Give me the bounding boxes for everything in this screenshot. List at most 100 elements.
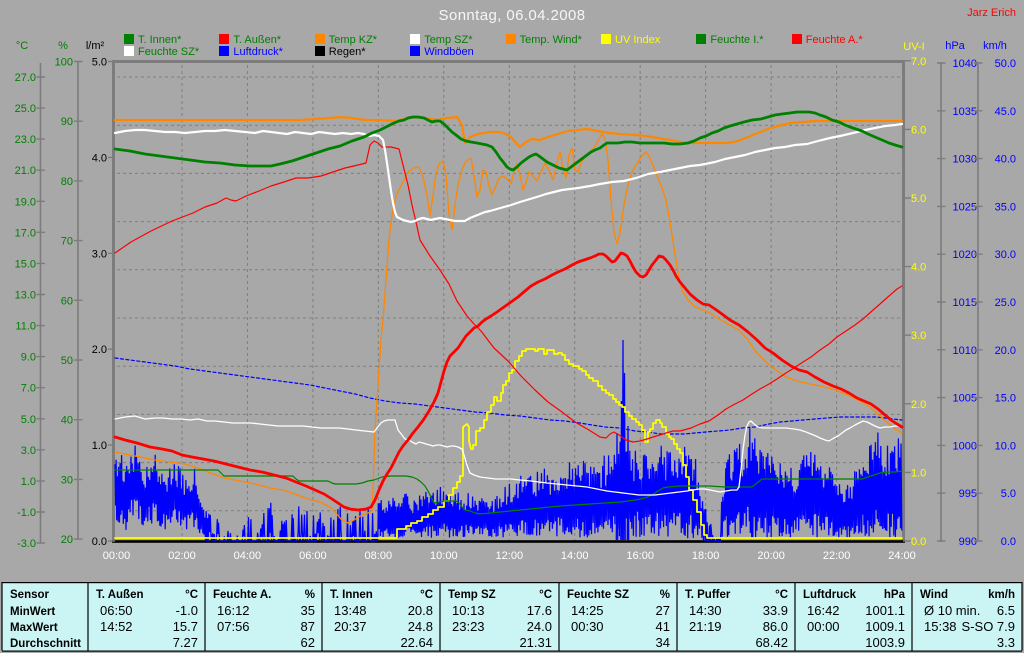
svg-text:45.0: 45.0 xyxy=(995,106,1016,118)
svg-text:MaxWert: MaxWert xyxy=(10,622,58,634)
svg-text:5.0: 5.0 xyxy=(911,193,926,205)
svg-text:Regen*: Regen* xyxy=(329,46,366,58)
svg-text:22.64: 22.64 xyxy=(400,635,433,650)
svg-text:km/h: km/h xyxy=(988,589,1015,601)
svg-text:Sensor: Sensor xyxy=(10,589,50,601)
svg-text:11.0: 11.0 xyxy=(15,321,36,333)
svg-text:21.0: 21.0 xyxy=(15,165,36,177)
svg-text:06:00: 06:00 xyxy=(299,550,327,562)
svg-text:0.0: 0.0 xyxy=(1001,536,1016,548)
svg-text:19.0: 19.0 xyxy=(15,196,36,208)
svg-text:25.0: 25.0 xyxy=(15,103,36,115)
svg-text:17.0: 17.0 xyxy=(15,227,36,239)
svg-text:86.0: 86.0 xyxy=(763,619,788,634)
svg-text:14:00: 14:00 xyxy=(561,550,589,562)
svg-text:Luftdruck: Luftdruck xyxy=(803,589,857,601)
svg-text:2.0: 2.0 xyxy=(92,344,107,356)
svg-text:%: % xyxy=(660,589,670,601)
svg-text:3.0: 3.0 xyxy=(92,248,107,260)
svg-text:17.6: 17.6 xyxy=(527,603,552,618)
svg-text:1009.1: 1009.1 xyxy=(865,619,905,634)
svg-text:2.0: 2.0 xyxy=(911,399,926,411)
svg-text:15.0: 15.0 xyxy=(15,258,36,270)
svg-text:24:00: 24:00 xyxy=(888,550,916,562)
svg-text:1.0: 1.0 xyxy=(92,440,107,452)
svg-text:20:00: 20:00 xyxy=(757,550,785,562)
svg-text:70: 70 xyxy=(61,236,73,248)
svg-text:3.3: 3.3 xyxy=(997,635,1015,650)
svg-text:Windböen: Windböen xyxy=(424,46,474,58)
svg-text:10:00: 10:00 xyxy=(430,550,458,562)
svg-text:5.0: 5.0 xyxy=(21,414,36,426)
svg-text:°C: °C xyxy=(539,589,552,601)
svg-text:Sonntag, 06.04.2008: Sonntag, 06.04.2008 xyxy=(439,7,586,24)
svg-text:-1.0: -1.0 xyxy=(17,507,36,519)
svg-text:Luftdruck*: Luftdruck* xyxy=(233,46,283,58)
svg-text:08:00: 08:00 xyxy=(365,550,393,562)
svg-text:5.0: 5.0 xyxy=(92,57,107,69)
svg-text:T. Puffer: T. Puffer xyxy=(685,589,731,601)
svg-text:20: 20 xyxy=(61,534,73,546)
svg-text:°C: °C xyxy=(775,589,788,601)
svg-text:1001.1: 1001.1 xyxy=(865,603,905,618)
svg-text:Feuchte I.*: Feuchte I.* xyxy=(710,34,764,46)
svg-text:S-SO 7.9: S-SO 7.9 xyxy=(962,619,1015,634)
svg-text:50: 50 xyxy=(61,355,73,367)
svg-text:Temp SZ*: Temp SZ* xyxy=(424,34,473,46)
svg-text:15.7: 15.7 xyxy=(173,619,198,634)
svg-text:87: 87 xyxy=(301,619,315,634)
svg-text:990: 990 xyxy=(959,536,977,548)
svg-text:4.0: 4.0 xyxy=(92,152,107,164)
svg-text:14:30: 14:30 xyxy=(689,603,722,618)
svg-text:1005: 1005 xyxy=(953,393,977,405)
svg-text:1015: 1015 xyxy=(953,297,977,309)
svg-text:1010: 1010 xyxy=(953,345,977,357)
svg-text:00:30: 00:30 xyxy=(571,619,604,634)
svg-text:40.0: 40.0 xyxy=(995,154,1016,166)
svg-text:20:37: 20:37 xyxy=(334,619,367,634)
svg-text:UV-I: UV-I xyxy=(903,41,924,53)
svg-text:30.0: 30.0 xyxy=(995,249,1016,261)
svg-text:25.0: 25.0 xyxy=(995,297,1016,309)
svg-text:06:50: 06:50 xyxy=(100,603,133,618)
svg-text:-3.0: -3.0 xyxy=(17,538,36,550)
svg-text:13.0: 13.0 xyxy=(15,290,36,302)
svg-text:%: % xyxy=(305,589,315,601)
svg-text:68.42: 68.42 xyxy=(755,635,788,650)
svg-text:24.8: 24.8 xyxy=(408,619,433,634)
svg-text:1020: 1020 xyxy=(953,249,977,261)
svg-text:1.0: 1.0 xyxy=(911,467,926,479)
svg-text:15:38: 15:38 xyxy=(924,619,957,634)
svg-text:00:00: 00:00 xyxy=(807,619,840,634)
svg-text:12:00: 12:00 xyxy=(496,550,524,562)
svg-text:km/h: km/h xyxy=(983,40,1007,52)
svg-text:T. Innen*: T. Innen* xyxy=(138,34,182,46)
svg-text:02:00: 02:00 xyxy=(168,550,196,562)
svg-text:27.0: 27.0 xyxy=(15,72,36,84)
svg-text:-1.0: -1.0 xyxy=(176,603,198,618)
svg-text:07:56: 07:56 xyxy=(217,619,250,634)
svg-text:41: 41 xyxy=(656,619,670,634)
svg-text:10.0: 10.0 xyxy=(995,440,1016,452)
svg-text:23:23: 23:23 xyxy=(452,619,485,634)
svg-text:Feuchte A.: Feuchte A. xyxy=(213,589,271,601)
svg-text:T. Außen*: T. Außen* xyxy=(233,34,281,46)
svg-text:18:00: 18:00 xyxy=(692,550,720,562)
svg-text:995: 995 xyxy=(959,488,977,500)
svg-text:35: 35 xyxy=(301,603,315,618)
svg-text:24.0: 24.0 xyxy=(527,619,552,634)
svg-text:16:12: 16:12 xyxy=(217,603,250,618)
svg-text:MinWert: MinWert xyxy=(10,606,55,618)
svg-text:34: 34 xyxy=(656,635,670,650)
svg-text:Jarz Erich: Jarz Erich xyxy=(967,7,1016,19)
svg-text:T. Außen: T. Außen xyxy=(96,589,144,601)
svg-text:20.8: 20.8 xyxy=(408,603,433,618)
svg-text:5.0: 5.0 xyxy=(1001,488,1016,500)
svg-text:35.0: 35.0 xyxy=(995,201,1016,213)
svg-text:1030: 1030 xyxy=(953,154,977,166)
svg-text:20.0: 20.0 xyxy=(995,345,1016,357)
svg-text:23.0: 23.0 xyxy=(15,134,36,146)
svg-text:7.0: 7.0 xyxy=(21,383,36,395)
svg-text:0.0: 0.0 xyxy=(92,536,107,548)
svg-text:1.0: 1.0 xyxy=(21,476,36,488)
